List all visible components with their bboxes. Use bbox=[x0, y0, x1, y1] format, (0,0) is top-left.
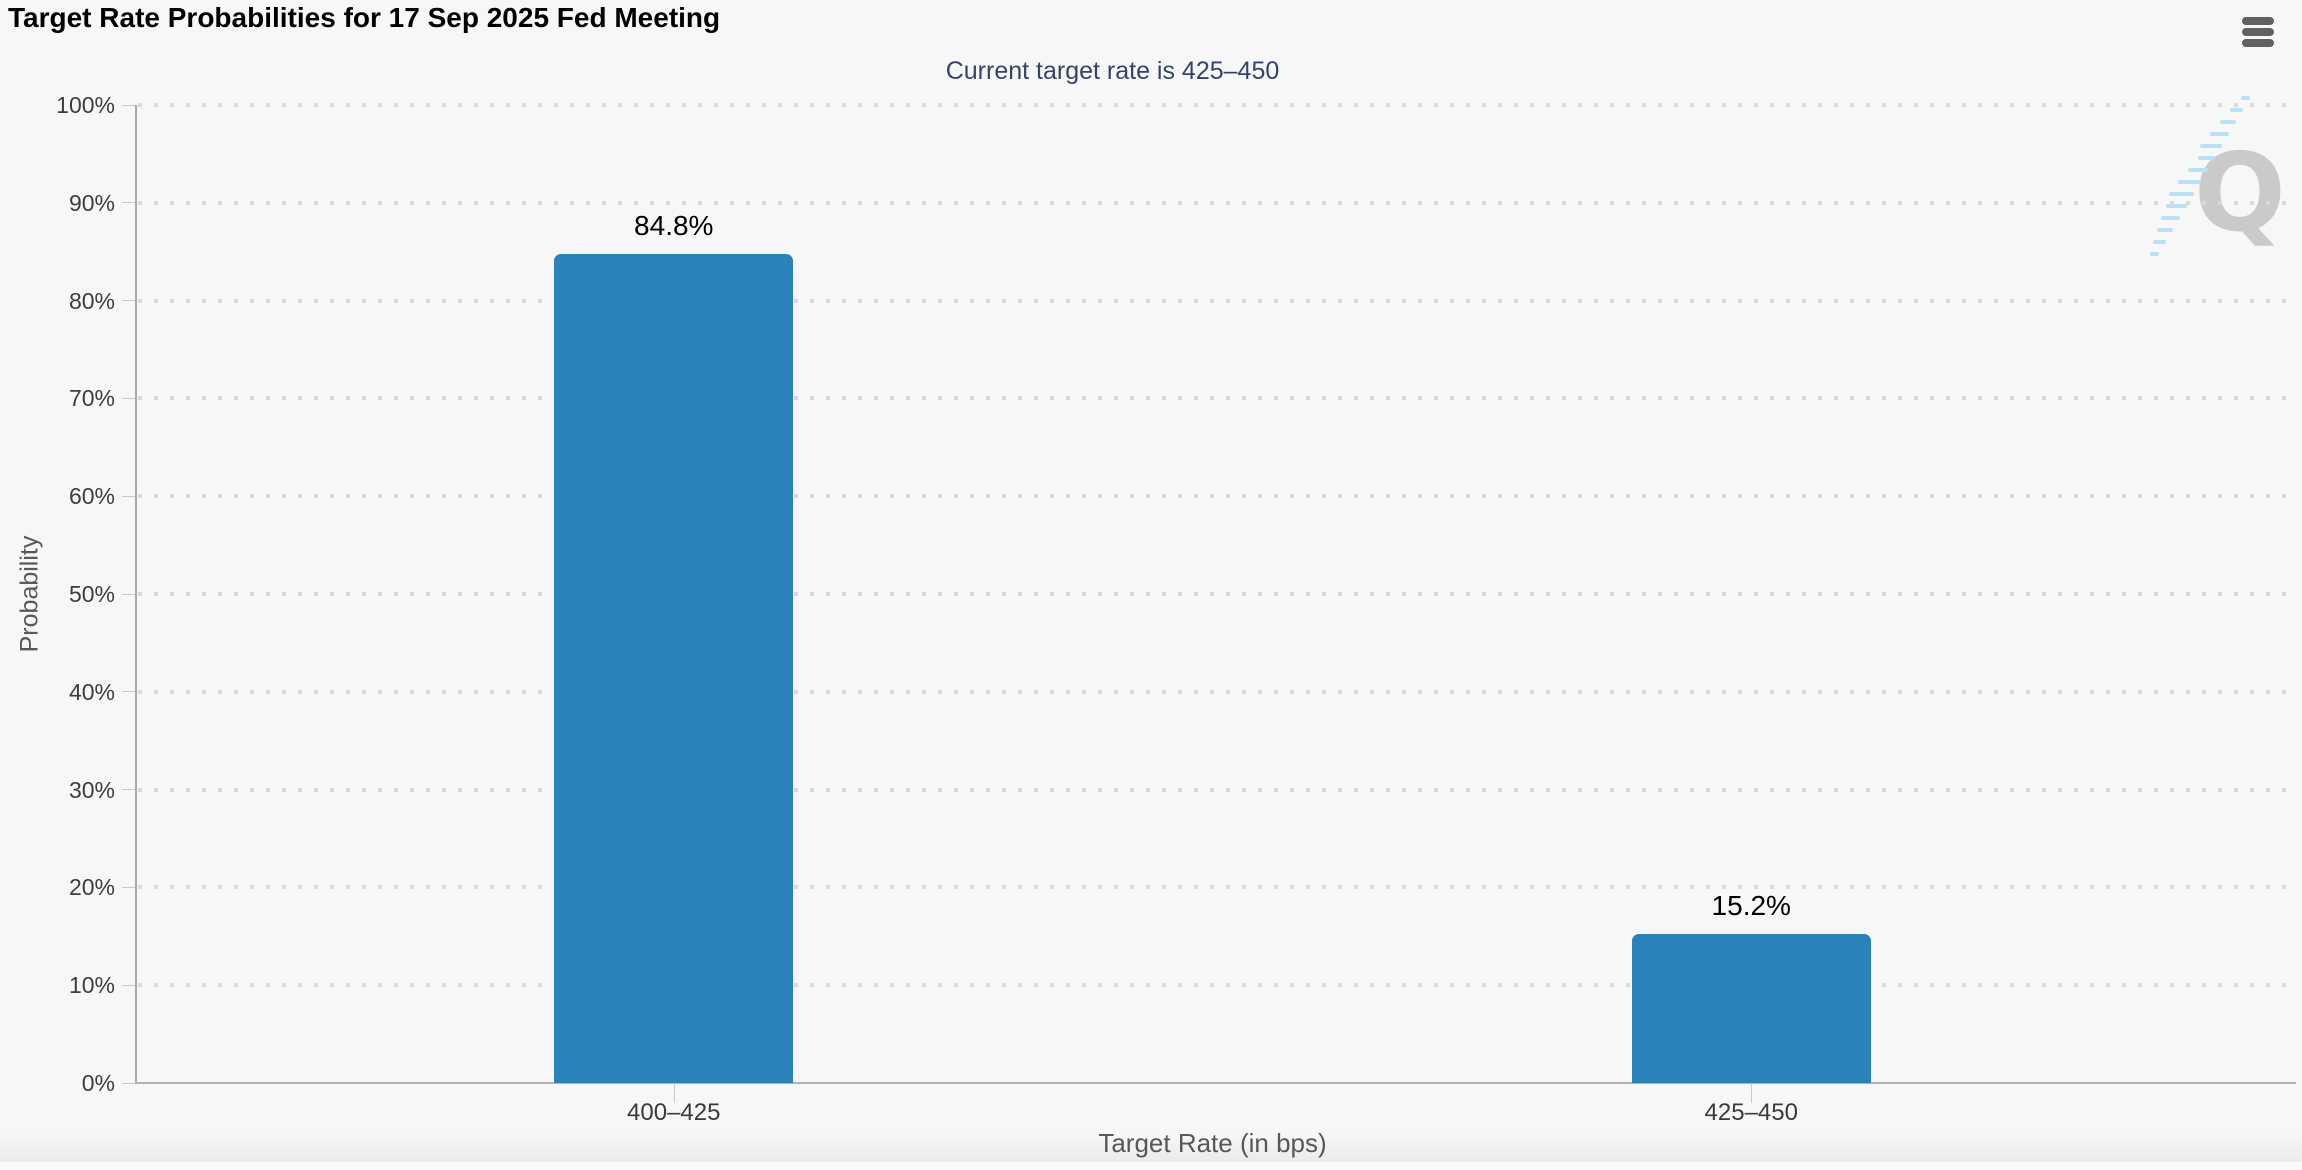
chart-context-menu-button[interactable] bbox=[2238, 12, 2278, 54]
chart-subtitle: Current target rate is 425–450 bbox=[945, 57, 1280, 85]
y-axis-line bbox=[135, 105, 137, 1083]
bottom-edge-gradient bbox=[0, 1134, 2302, 1162]
y-axis-tick-label: 0% bbox=[81, 1070, 115, 1096]
y-axis-tick-label: 40% bbox=[68, 678, 115, 705]
y-axis-tick bbox=[122, 691, 135, 693]
y-axis-tick bbox=[122, 397, 135, 399]
chart-title: Target Rate Probabilities for 17 Sep 202… bbox=[8, 2, 721, 33]
y-gridline bbox=[138, 885, 2293, 890]
y-axis-tick bbox=[122, 593, 135, 595]
y-gridline bbox=[138, 494, 2293, 499]
probability-bar[interactable] bbox=[1631, 934, 1871, 1083]
bottom-edge-strip bbox=[0, 1162, 2302, 1170]
y-axis-tick-label: 100% bbox=[56, 92, 115, 118]
y-gridline bbox=[138, 103, 2293, 107]
hamburger-icon bbox=[2242, 16, 2274, 47]
y-axis-tick-label: 20% bbox=[68, 874, 115, 901]
x-axis-category-label: 400–425 bbox=[627, 1099, 721, 1126]
y-axis-tick bbox=[122, 886, 135, 888]
y-axis-tick-label: 50% bbox=[68, 581, 115, 607]
y-gridline bbox=[138, 396, 2293, 401]
probability-bar[interactable] bbox=[554, 253, 794, 1083]
y-axis-tick-label: 90% bbox=[68, 189, 115, 216]
y-gridline bbox=[138, 592, 2293, 596]
bar-value-label: 15.2% bbox=[1711, 890, 1791, 922]
y-gridline bbox=[138, 298, 2293, 303]
y-axis-tick-label: 70% bbox=[68, 385, 115, 412]
y-axis-tick bbox=[122, 104, 135, 106]
y-axis-tick-label: 30% bbox=[68, 776, 115, 803]
bar-value-label: 84.8% bbox=[634, 209, 714, 241]
y-gridline bbox=[138, 689, 2293, 694]
y-axis-tick bbox=[122, 1082, 135, 1084]
y-axis-tick-label: 10% bbox=[68, 972, 115, 999]
y-gridline bbox=[138, 983, 2293, 988]
x-axis-tick bbox=[1751, 1083, 1753, 1103]
x-axis-title: Target Rate (in bps) bbox=[135, 1128, 2290, 1159]
y-gridline bbox=[138, 787, 2293, 792]
x-axis-tick bbox=[673, 1083, 675, 1103]
y-axis-tick-label: 60% bbox=[68, 483, 115, 510]
y-axis-tick bbox=[122, 300, 135, 302]
x-axis-category-label: 425–450 bbox=[1704, 1099, 1798, 1126]
x-axis-line bbox=[135, 1082, 2296, 1084]
y-axis-tick bbox=[122, 984, 135, 986]
y-axis-tick-label: 80% bbox=[68, 287, 115, 314]
y-axis-tick bbox=[122, 789, 135, 791]
y-axis-tick bbox=[122, 495, 135, 497]
y-gridline bbox=[138, 200, 2293, 205]
watermark-speed-line bbox=[2241, 96, 2250, 100]
plot-area: 0% 10% 20% 30% 40% 50% 60% 70% 80% 90% 100% 84.8% 40… bbox=[56, 92, 2296, 1126]
y-axis-tick bbox=[122, 202, 135, 204]
